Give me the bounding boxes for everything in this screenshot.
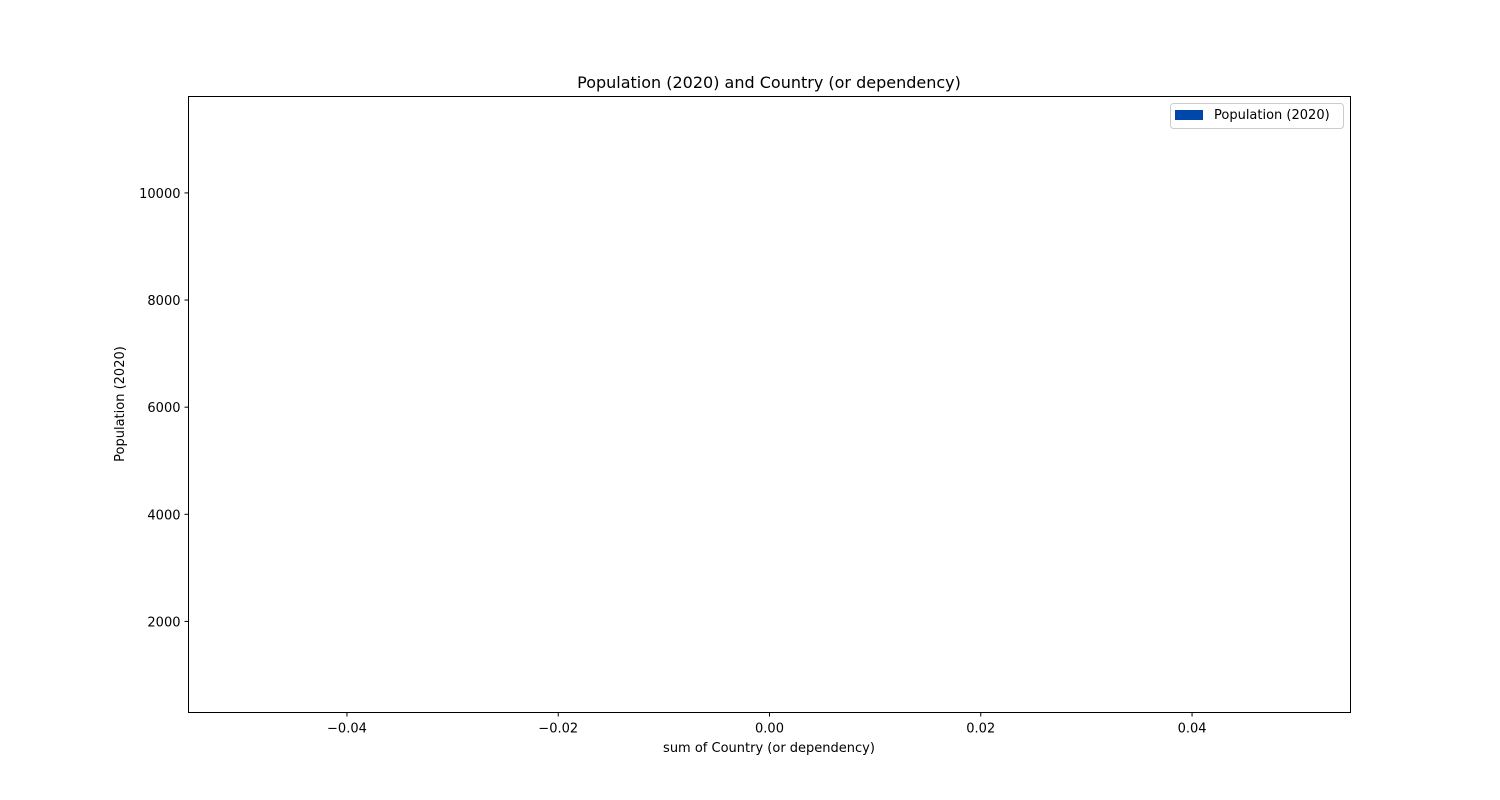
legend-box (1170, 103, 1344, 129)
x-tick-label: −0.02 (538, 722, 578, 737)
x-tick-label: −0.04 (327, 722, 367, 737)
x-tick-label: 0.04 (1178, 722, 1207, 737)
x-tick-label: 0.02 (966, 722, 995, 737)
y-axis-ticks: 2000 4000 6000 8000 10000 (139, 187, 189, 630)
y-axis-label: Population (2020) (113, 346, 128, 462)
y-tick-label: 2000 (147, 615, 180, 630)
y-tick-label: 6000 (147, 401, 180, 416)
legend-swatch (1175, 110, 1203, 120)
y-tick-label: 10000 (139, 187, 180, 202)
legend: Population (2020) (1170, 103, 1344, 129)
chart-title: Population (2020) and Country (or depend… (577, 73, 961, 92)
x-tick-label: 0.00 (755, 722, 784, 737)
x-axis-ticks: −0.04 −0.02 0.00 0.02 0.04 (327, 712, 1207, 737)
y-tick-label: 8000 (147, 294, 180, 309)
y-tick-label: 4000 (147, 508, 180, 523)
x-axis-label: sum of Country (or dependency) (663, 741, 875, 756)
legend-label: Population (2020) (1214, 108, 1330, 123)
plot-area (188, 96, 1351, 713)
